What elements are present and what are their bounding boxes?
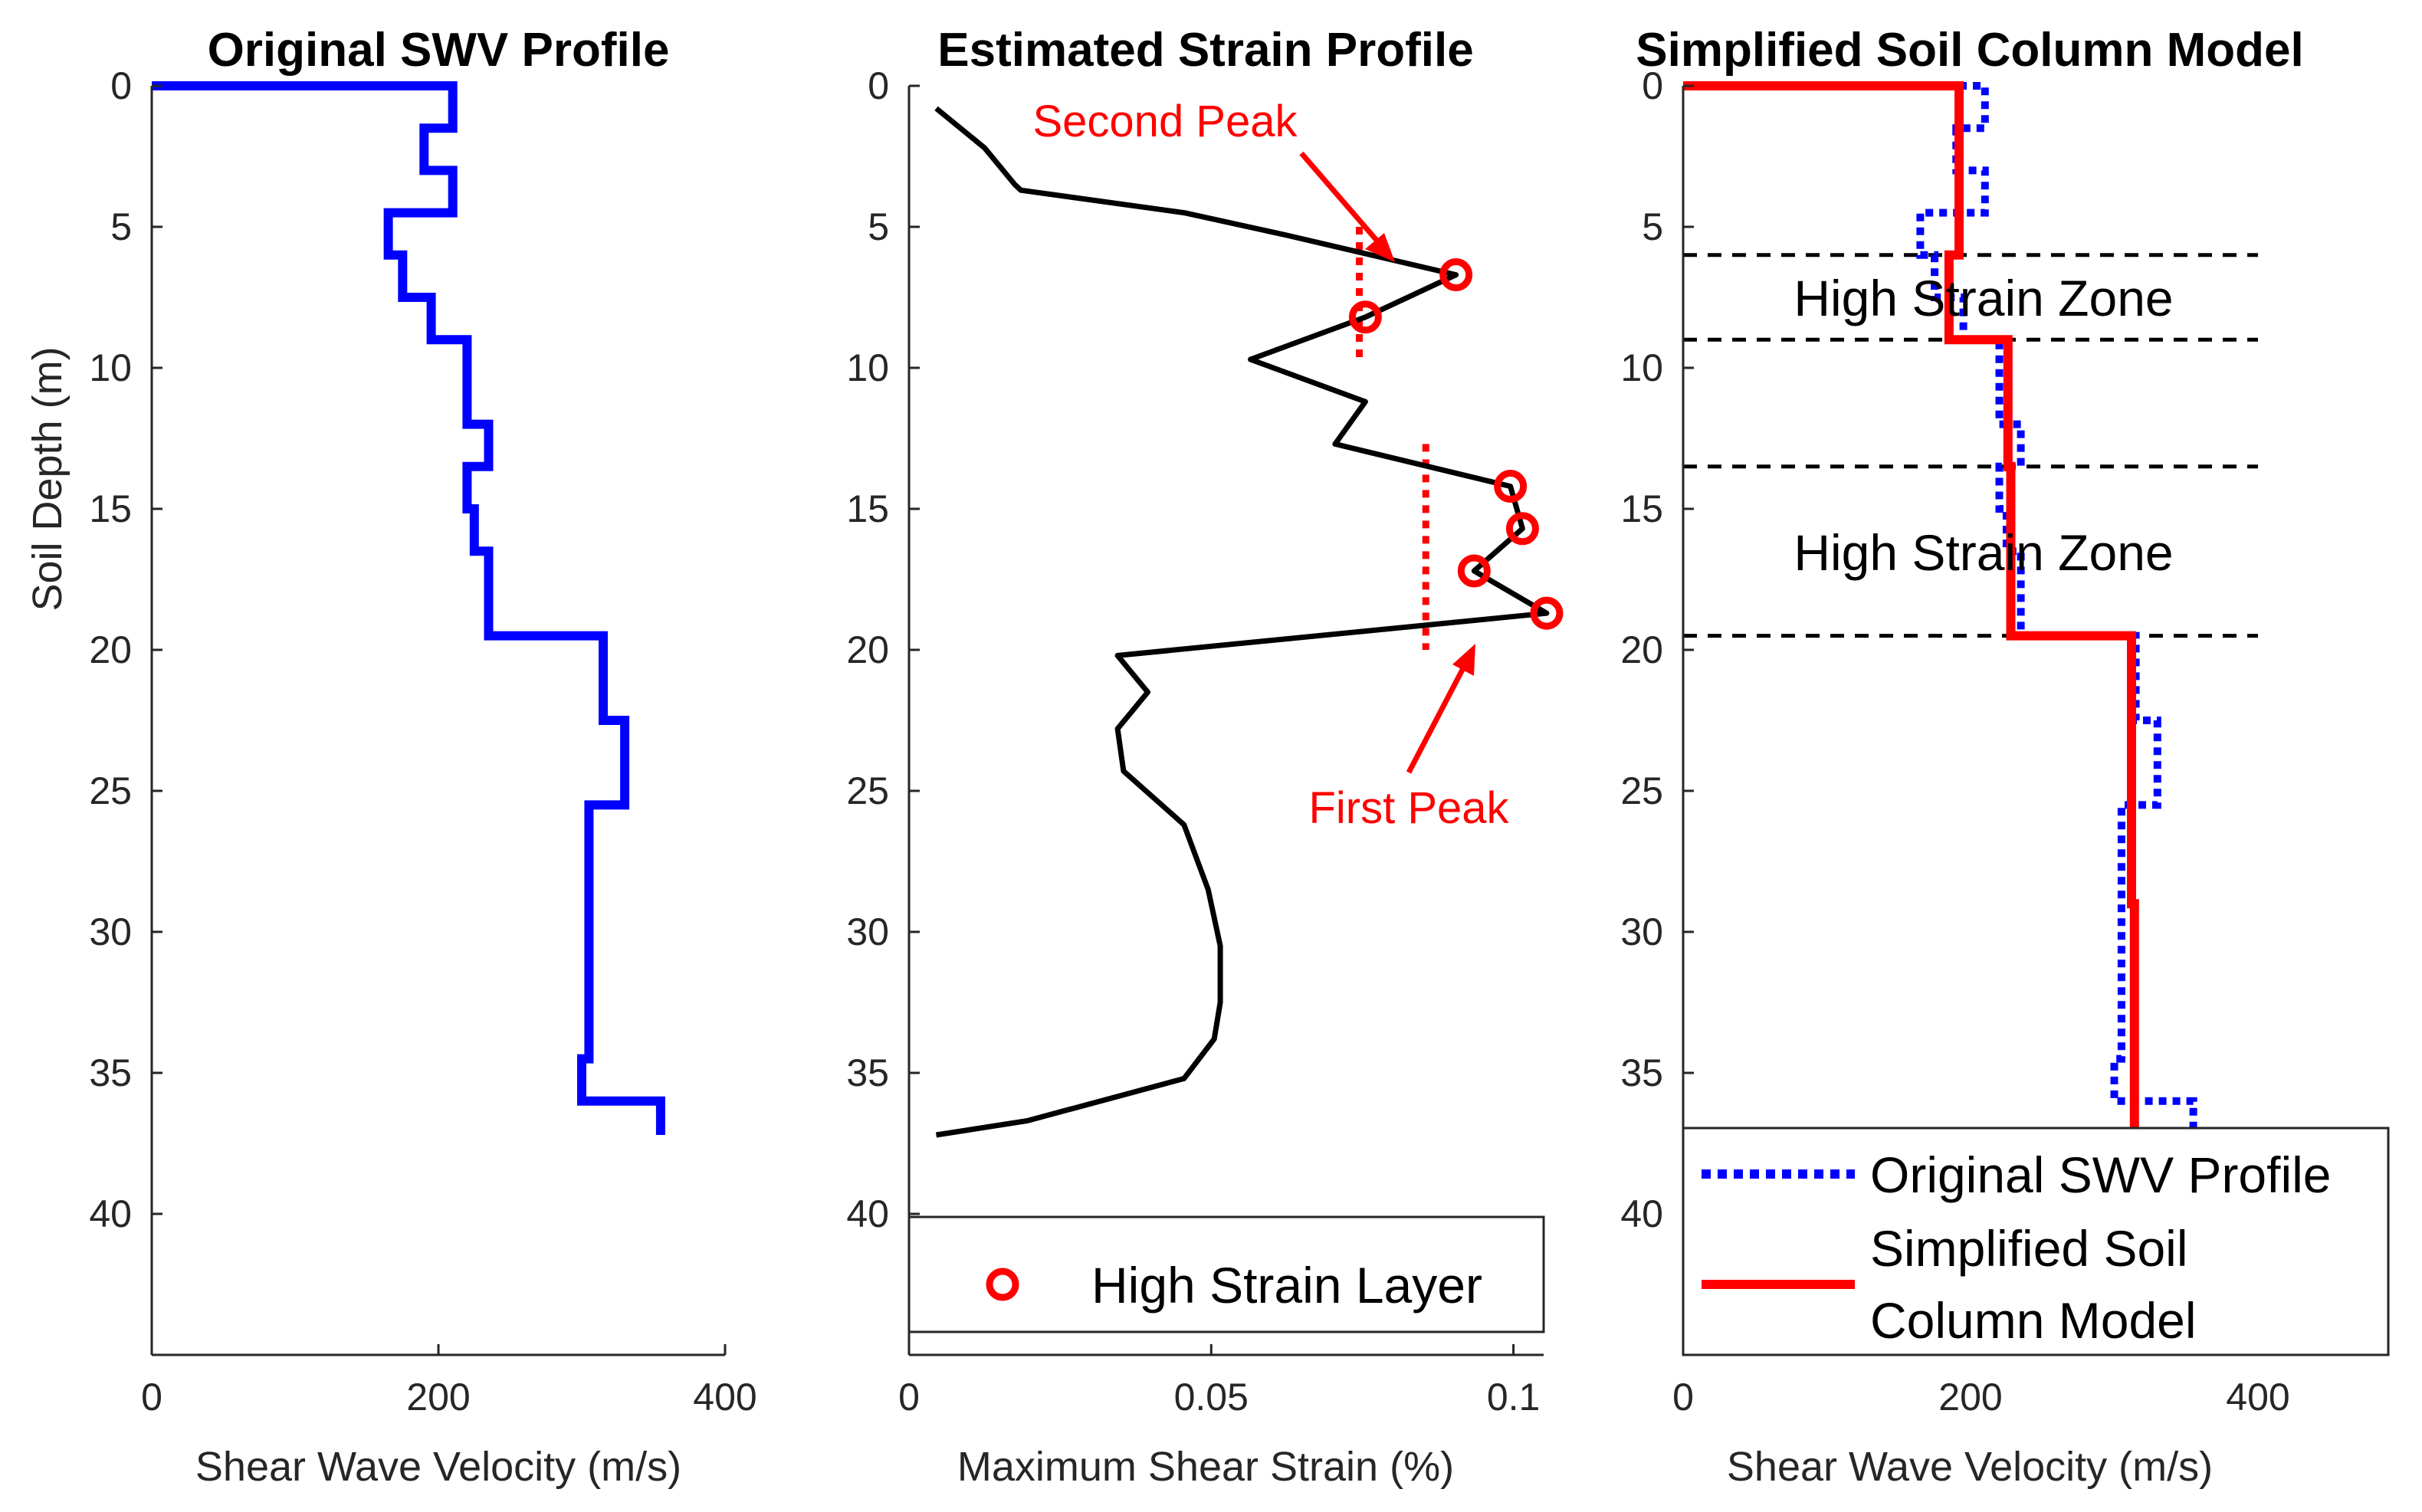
panel2-title: Estimated Strain Profile	[937, 24, 1473, 77]
high-strain-marker	[1530, 596, 1564, 630]
panel1-ylabel: Soil Depth (m)	[25, 346, 71, 611]
panel2-strain-line	[934, 106, 1550, 1138]
panel2-ytick-label: 40	[846, 1192, 889, 1235]
panel3-title: Simplified Soil Column Model	[1636, 24, 2303, 77]
panel2-xtick-label: 0.1	[1487, 1376, 1541, 1419]
panel3-ytick-label: 0	[1642, 64, 1663, 107]
panel3-ytick-label: 25	[1620, 769, 1663, 812]
first-peak-arrow	[1406, 665, 1467, 774]
high-strain-zone-label-2: High Strain Zone	[1794, 524, 2173, 581]
panel3-legend: Original SWV Profile Simplified Soil Col…	[1682, 1127, 2390, 1356]
panel2-ytick-label: 20	[846, 628, 889, 671]
panel1-title: Original SWV Profile	[208, 24, 670, 77]
panel3-ytick-label: 30	[1620, 910, 1663, 953]
panel2-ytick-label: 25	[846, 769, 889, 812]
panel1-ytick-label: 35	[89, 1051, 132, 1094]
second-peak-arrowhead	[1365, 233, 1395, 262]
panel3-series-layer	[1683, 81, 2258, 1135]
panel3-ytick-label: 15	[1620, 487, 1663, 530]
panel2-axes: 0 5 10 15 20 25 30 35 40 0 0.05 0.1	[846, 64, 1544, 1419]
panel2-xlabel: Maximum Shear Strain (%)	[957, 1444, 1454, 1490]
second-peak-arrow	[1299, 151, 1382, 246]
high-strain-marker	[1439, 258, 1473, 292]
panel3-xtick-label: 0	[1672, 1376, 1694, 1419]
panel1-ytick-label: 25	[89, 769, 132, 812]
panel-simplified-model: Simplified Soil Column Model 0 5 10 15 20 25 3…	[1620, 24, 2390, 1490]
panel3-original-swv-line	[1683, 82, 2197, 1135]
legend-marker-high-strain	[986, 1268, 1019, 1301]
panel3-ytick-label: 20	[1620, 628, 1663, 671]
panel1-xlabel: Shear Wave Velocity (m/s)	[195, 1444, 681, 1490]
legend-label-original-swv: Original SWV Profile	[1870, 1146, 2332, 1203]
panel1-ytick-label: 40	[89, 1192, 132, 1235]
first-peak-label: First Peak	[1308, 783, 1509, 833]
panel1-xtick-label: 400	[693, 1376, 756, 1419]
panel2-series-layer	[934, 106, 1564, 1138]
panel1-series-layer	[152, 81, 665, 1135]
panel1-ytick-label: 5	[110, 205, 132, 248]
panel1-ytick-label: 10	[89, 346, 132, 389]
panel1-xtick-label: 0	[141, 1376, 162, 1419]
panel1-ytick-label: 30	[89, 910, 132, 953]
legend-label-high-strain: High Strain Layer	[1091, 1257, 1482, 1314]
second-peak-label: Second Peak	[1032, 97, 1298, 146]
panel3-legend-box	[1682, 1127, 2390, 1356]
first-peak-arrowhead	[1452, 644, 1475, 676]
high-strain-marker	[1457, 554, 1491, 588]
panel1-ytick-label: 20	[89, 628, 132, 671]
high-strain-marker	[1348, 300, 1382, 334]
panel1-swv-line	[152, 81, 665, 1135]
panel3-ytick-label: 10	[1620, 346, 1663, 389]
panel3-xtick-label: 400	[2226, 1376, 2289, 1419]
legend-label-simplified-line2: Column Model	[1870, 1292, 2197, 1349]
panel2-xtick-label: 0.05	[1174, 1376, 1249, 1419]
panel3-ytick-label: 35	[1620, 1051, 1663, 1094]
panel2-legend: High Strain Layer	[907, 1215, 1545, 1333]
panel2-ytick-label: 15	[846, 487, 889, 530]
panel3-xlabel: Shear Wave Velocity (m/s)	[1727, 1444, 2213, 1490]
panel1-xtick-label: 200	[406, 1376, 470, 1419]
panel2-xtick-label: 0	[898, 1376, 920, 1419]
panel2-ytick-label: 10	[846, 346, 889, 389]
high-strain-marker	[1505, 512, 1539, 546]
high-strain-marker	[1494, 470, 1528, 503]
panel1-ytick-label: 15	[89, 487, 132, 530]
panel-strain-profile: Estimated Strain Profile 0 5 10 15 20 25 30 35 4…	[846, 24, 1564, 1490]
panel2-ytick-label: 0	[868, 64, 889, 107]
high-strain-zone-label-1: High Strain Zone	[1794, 270, 2173, 326]
panel2-ytick-label: 35	[846, 1051, 889, 1094]
panel3-ytick-label: 5	[1642, 205, 1663, 248]
panel2-ytick-label: 5	[868, 205, 889, 248]
panel3-ytick-label: 40	[1620, 1192, 1663, 1235]
legend-label-simplified-line1: Simplified Soil	[1870, 1220, 2188, 1277]
panel1-ytick-label: 0	[110, 64, 132, 107]
panel3-simplified-line	[1683, 81, 2139, 1135]
panel3-xtick-label: 200	[1938, 1376, 2002, 1419]
panel2-ytick-label: 30	[846, 910, 889, 953]
